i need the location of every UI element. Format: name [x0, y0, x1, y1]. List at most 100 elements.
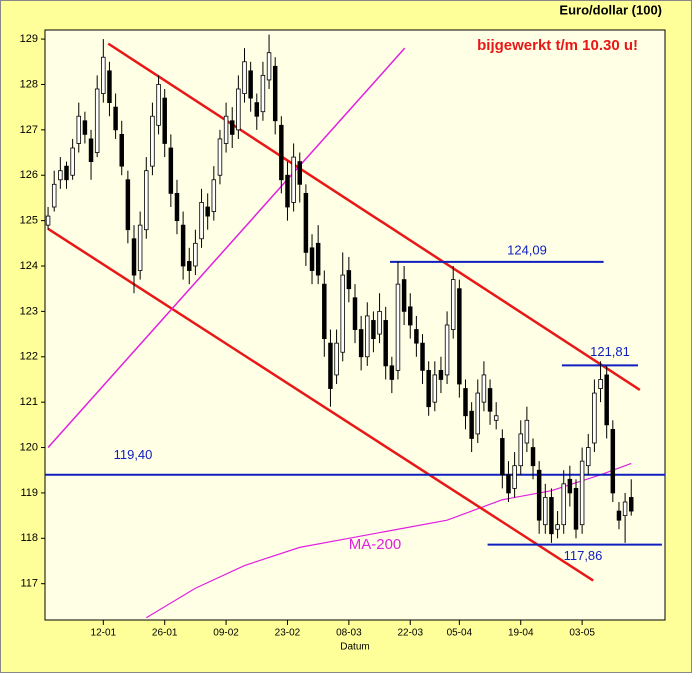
y-tick-label: 123: [20, 305, 38, 317]
candle-body: [187, 261, 192, 271]
candle-body: [481, 374, 487, 403]
candle-body: [340, 274, 345, 353]
x-axis-label: Datum: [340, 642, 369, 653]
y-tick-label: 119: [20, 487, 38, 499]
candle-body: [444, 324, 450, 376]
candle-body: [125, 179, 131, 231]
candle-body: [592, 392, 597, 444]
candle-body: [604, 374, 609, 426]
candle-body: [322, 283, 327, 340]
y-tick-label: 120: [20, 441, 38, 453]
candle-body: [518, 433, 523, 467]
x-tick-label: 12-01: [91, 628, 117, 639]
candle-body: [88, 138, 94, 163]
trend-line: [107, 42, 641, 391]
candle-body: [586, 447, 591, 467]
candle-body: [561, 483, 566, 526]
candle-body: [119, 133, 124, 167]
level-label: 117,86: [564, 548, 603, 563]
candle-body: [51, 183, 57, 208]
trend-line: [47, 47, 406, 449]
candle-body: [377, 310, 382, 335]
candle-body: [475, 392, 481, 435]
y-tick-label: 125: [20, 215, 38, 227]
candle-body: [401, 279, 407, 312]
candle-body: [193, 242, 198, 267]
level-label: 124,09: [507, 242, 547, 257]
candle-body: [438, 369, 444, 380]
candle-body: [524, 419, 530, 444]
candle-body: [260, 74, 266, 113]
candle-body: [567, 478, 573, 494]
candle-body: [248, 70, 253, 99]
candle-body: [199, 202, 204, 240]
level-label: 121,81: [590, 344, 630, 359]
candle-body: [137, 224, 143, 271]
candle-body: [383, 320, 388, 367]
candle-body: [107, 70, 112, 104]
x-tick-label: 22-03: [397, 628, 423, 639]
y-tick-label: 124: [20, 260, 38, 272]
candle-body: [279, 124, 284, 181]
candle-body: [408, 306, 413, 326]
candle-body: [628, 497, 634, 512]
x-tick-label: 03-05: [569, 628, 595, 639]
candle-body: [328, 342, 333, 389]
candle-body: [150, 115, 155, 167]
candle-body: [64, 165, 69, 181]
candle-body: [420, 342, 425, 371]
candle-body: [506, 474, 511, 494]
candle-body: [45, 215, 51, 226]
candle-body: [573, 487, 579, 530]
x-tick-label: 08-03: [336, 628, 362, 639]
candle-body: [254, 102, 260, 117]
candle-body: [463, 388, 468, 417]
candle-body: [315, 242, 321, 276]
candle-body: [500, 438, 505, 476]
y-tick-label: 117: [20, 578, 38, 590]
candle-body: [76, 115, 82, 144]
candle-body: [549, 497, 554, 535]
candle-body: [309, 247, 315, 271]
candle-body: [457, 288, 462, 385]
y-tick-label: 121: [20, 396, 38, 408]
candle-body: [205, 206, 210, 217]
candle-body: [156, 84, 161, 126]
candle-body: [180, 224, 186, 267]
candle-body: [395, 283, 401, 371]
trend-line: [47, 227, 594, 582]
candle-body: [272, 65, 278, 122]
candle-body: [371, 320, 376, 340]
y-tick-label: 126: [20, 169, 38, 181]
candle-body: [543, 497, 548, 526]
candle-body: [131, 238, 137, 276]
candle-body: [530, 447, 536, 467]
candle-body: [236, 88, 241, 131]
candle-body: [223, 115, 229, 144]
candle-body: [616, 510, 622, 521]
candle-body: [389, 365, 395, 380]
candle-body: [555, 524, 560, 530]
level-label: 119,40: [114, 447, 153, 462]
candle-body: [113, 106, 118, 131]
x-tick-label: 09-02: [213, 628, 239, 639]
candle-body: [94, 88, 100, 153]
chart-title: Euro/dollar (100): [559, 2, 662, 17]
candle-body: [487, 388, 493, 412]
y-tick-label: 127: [20, 124, 38, 136]
candle-body: [352, 297, 358, 330]
x-tick-label: 26-01: [152, 628, 178, 639]
candle-body: [365, 315, 370, 358]
candle-body: [358, 329, 364, 358]
x-tick-label: 05-04: [447, 628, 473, 639]
candle-body: [469, 410, 474, 439]
candle-body: [493, 415, 499, 421]
candle-body: [168, 147, 174, 194]
candle-body: [229, 120, 235, 135]
candle-body: [426, 369, 431, 408]
y-tick-label: 118: [20, 532, 38, 544]
candle-body: [174, 192, 180, 222]
candle-body: [82, 120, 88, 135]
x-tick-label: 23-02: [275, 628, 301, 639]
